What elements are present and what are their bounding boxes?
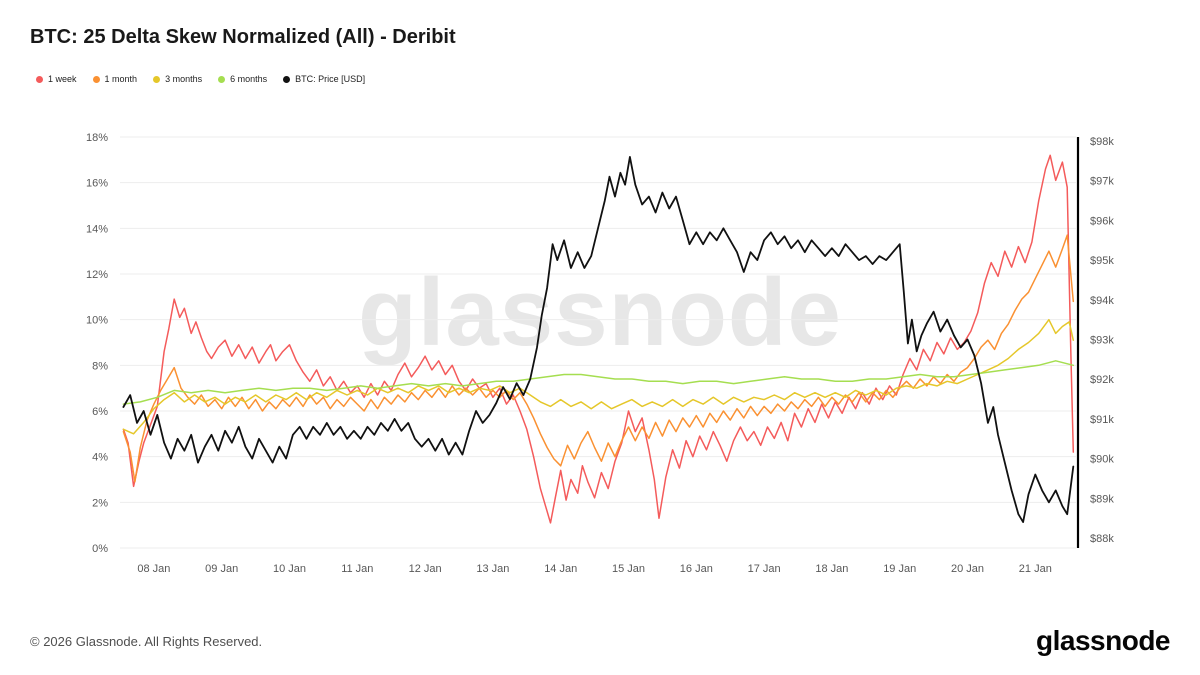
series-line-btc-price-usd [122, 155, 1075, 523]
y-left-tick-label: 4% [92, 452, 108, 464]
y-left-tick-label: 0% [92, 543, 108, 555]
legend-label: 3 months [165, 74, 203, 84]
y-left-tick-label: 8% [92, 360, 108, 372]
y-right-tick-label: $98k [1090, 136, 1114, 148]
watermark: glassnode [0, 258, 1200, 368]
series-line-1-month [122, 234, 1075, 483]
y-right-tick-label: $88k [1090, 533, 1114, 545]
y-left-tick-label: 18% [86, 132, 108, 144]
x-tick-label: 15 Jan [612, 563, 645, 575]
glassnode-logo: glassnode [1036, 625, 1170, 656]
x-tick-label: 20 Jan [951, 563, 984, 575]
x-tick-label: 12 Jan [409, 563, 442, 575]
y-right-tick-label: $94k [1090, 295, 1114, 307]
legend-label: 6 months [230, 74, 268, 84]
y-right-tick-label: $97k [1090, 176, 1114, 188]
y-left-tick-label: 16% [86, 178, 108, 190]
legend-item-btc-price-usd[interactable]: BTC: Price [USD] [283, 74, 365, 84]
legend-label: 1 week [48, 74, 77, 84]
x-tick-label: 14 Jan [544, 563, 577, 575]
legend-label: 1 month [104, 74, 138, 84]
y-left-tick-label: 2% [92, 497, 108, 509]
y-right-tick-label: $92k [1090, 374, 1114, 386]
x-tick-label: 11 Jan [341, 563, 373, 575]
legend-item-1-week[interactable]: 1 week [36, 74, 77, 84]
legend-dot-3-months [153, 75, 161, 83]
y-right-tick-label: $89k [1090, 493, 1114, 505]
y-right-tick-label: $96k [1090, 215, 1114, 227]
y-right-tick-label: $90k [1090, 454, 1114, 466]
y-left-tick-label: 10% [86, 315, 108, 327]
series-line-3-months [122, 318, 1075, 435]
legend-item-6-months[interactable]: 6 months [218, 74, 267, 84]
legend-dot-btc-price-usd [283, 75, 291, 83]
y-left-tick-label: 6% [92, 406, 108, 418]
legend: 1 week 1 month 3 months 6 months BTC: Price … [36, 74, 365, 84]
x-tick-label: 10 Jan [273, 563, 306, 575]
x-tick-label: 08 Jan [137, 563, 170, 575]
legend-item-3-months[interactable]: 3 months [153, 74, 202, 84]
y-left-tick-label: 12% [86, 269, 108, 281]
y-right-tick-label: $95k [1090, 255, 1114, 267]
x-tick-label: 17 Jan [748, 563, 781, 575]
y-right-tick-label: $93k [1090, 335, 1114, 347]
x-tick-label: 13 Jan [476, 563, 509, 575]
page-title: BTC: 25 Delta Skew Normalized (All) - De… [30, 26, 456, 48]
copyright-text: © 2026 Glassnode. All Rights Reserved. [30, 634, 263, 649]
y-left-tick-label: 14% [86, 223, 108, 235]
x-tick-label: 18 Jan [815, 563, 848, 575]
legend-item-1-month[interactable]: 1 month [92, 74, 138, 84]
legend-dot-6-months [218, 75, 226, 83]
chart-canvas: 0% 2% 4% 6% 8% 10% 12% 14% 16% 18% $88k $89k $90k $91… [86, 132, 1114, 575]
x-tick-label: 09 Jan [205, 563, 238, 575]
series-line-6-months [122, 360, 1075, 405]
series-line-1-week [122, 154, 1075, 524]
legend-dot-1-week [36, 75, 43, 83]
x-tick-label: 16 Jan [680, 563, 713, 575]
legend-dot-1-month [92, 75, 100, 83]
x-tick-label: 19 Jan [883, 563, 916, 575]
x-tick-label: 21 Jan [1019, 563, 1052, 575]
legend-label: BTC: Price [USD] [295, 74, 366, 84]
y-right-tick-label: $91k [1090, 414, 1114, 426]
